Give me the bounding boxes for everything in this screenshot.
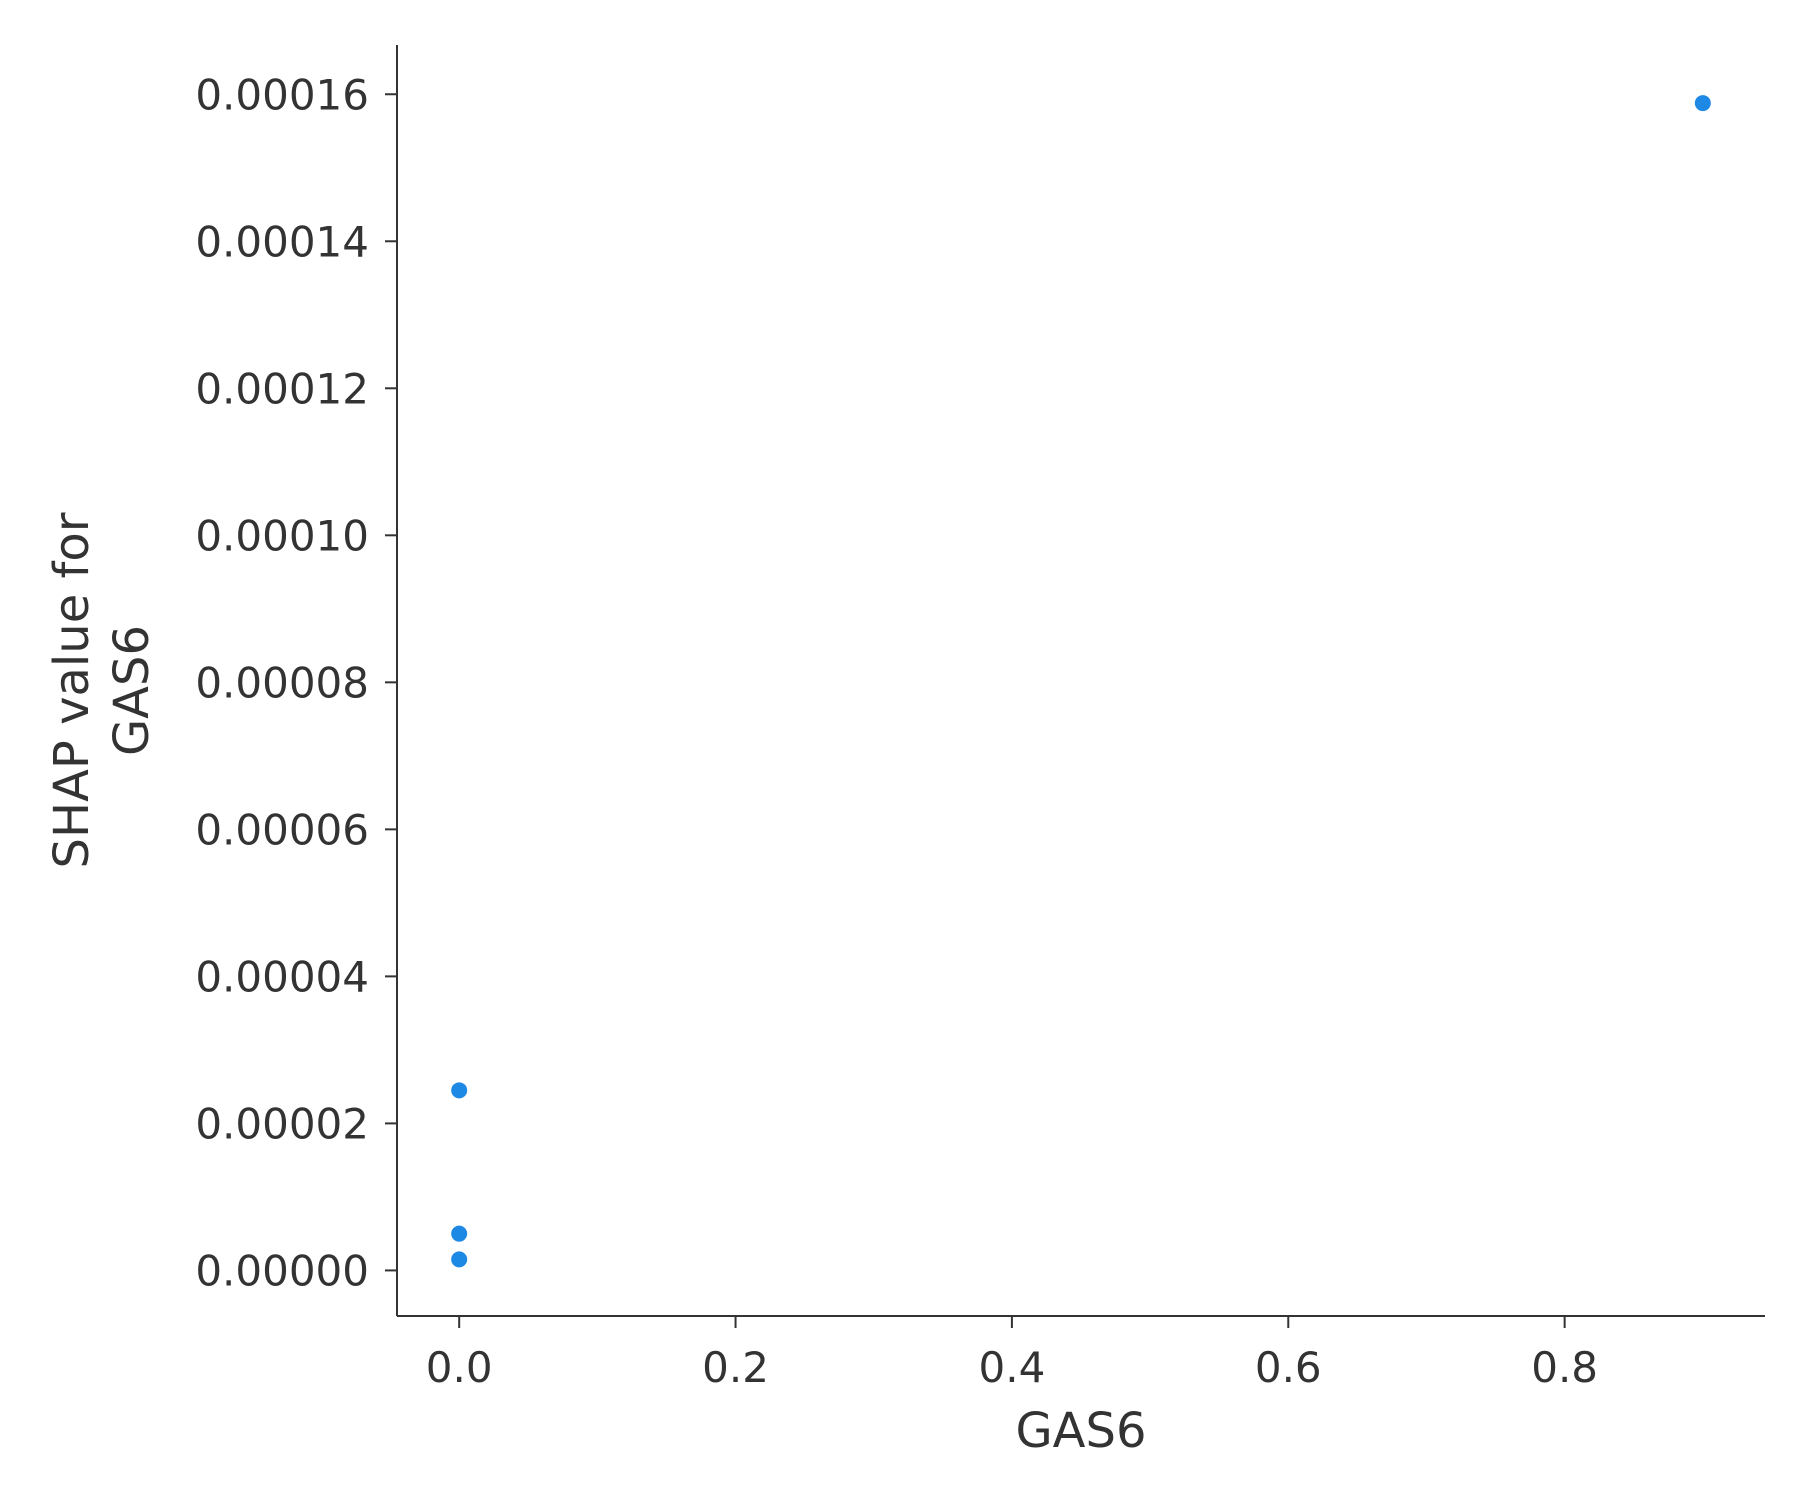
data-points xyxy=(451,95,1711,1268)
y-tick-label: 0.00014 xyxy=(195,217,369,266)
y-tick-label: 0.00006 xyxy=(195,805,369,854)
data-point xyxy=(451,1082,468,1099)
data-point xyxy=(451,1225,468,1242)
x-tick-label: 0.8 xyxy=(1531,1343,1598,1392)
plot-area: 0.00000 0.00002 0.00004 0.00006 0.00008 0.000… xyxy=(195,45,1765,1392)
y-tick-label: 0.00000 xyxy=(195,1246,369,1295)
x-tick-label: 0.0 xyxy=(426,1343,493,1392)
y-tick-label: 0.00016 xyxy=(195,70,369,119)
x-axis-label: GAS6 xyxy=(1015,1403,1146,1459)
y-axis-label: SHAP value for GAS6 xyxy=(44,512,160,868)
y-axis-label-line: GAS6 xyxy=(104,625,160,756)
y-tick-label: 0.00002 xyxy=(195,1099,369,1148)
y-axis-label-line: SHAP value for xyxy=(44,512,100,868)
y-tick-label: 0.00012 xyxy=(195,364,369,413)
x-tick-label: 0.2 xyxy=(702,1343,769,1392)
y-tick-label: 0.00008 xyxy=(195,658,369,707)
data-point xyxy=(451,1251,468,1268)
x-ticks: 0.0 0.2 0.4 0.6 0.8 xyxy=(426,1316,1598,1392)
data-point xyxy=(1694,95,1711,112)
y-tick-label: 0.00004 xyxy=(195,952,369,1001)
y-tick-label: 0.00010 xyxy=(195,511,369,560)
x-tick-label: 0.6 xyxy=(1255,1343,1322,1392)
y-ticks: 0.00000 0.00002 0.00004 0.00006 0.00008 0.000… xyxy=(195,70,397,1295)
x-tick-label: 0.4 xyxy=(979,1343,1046,1392)
